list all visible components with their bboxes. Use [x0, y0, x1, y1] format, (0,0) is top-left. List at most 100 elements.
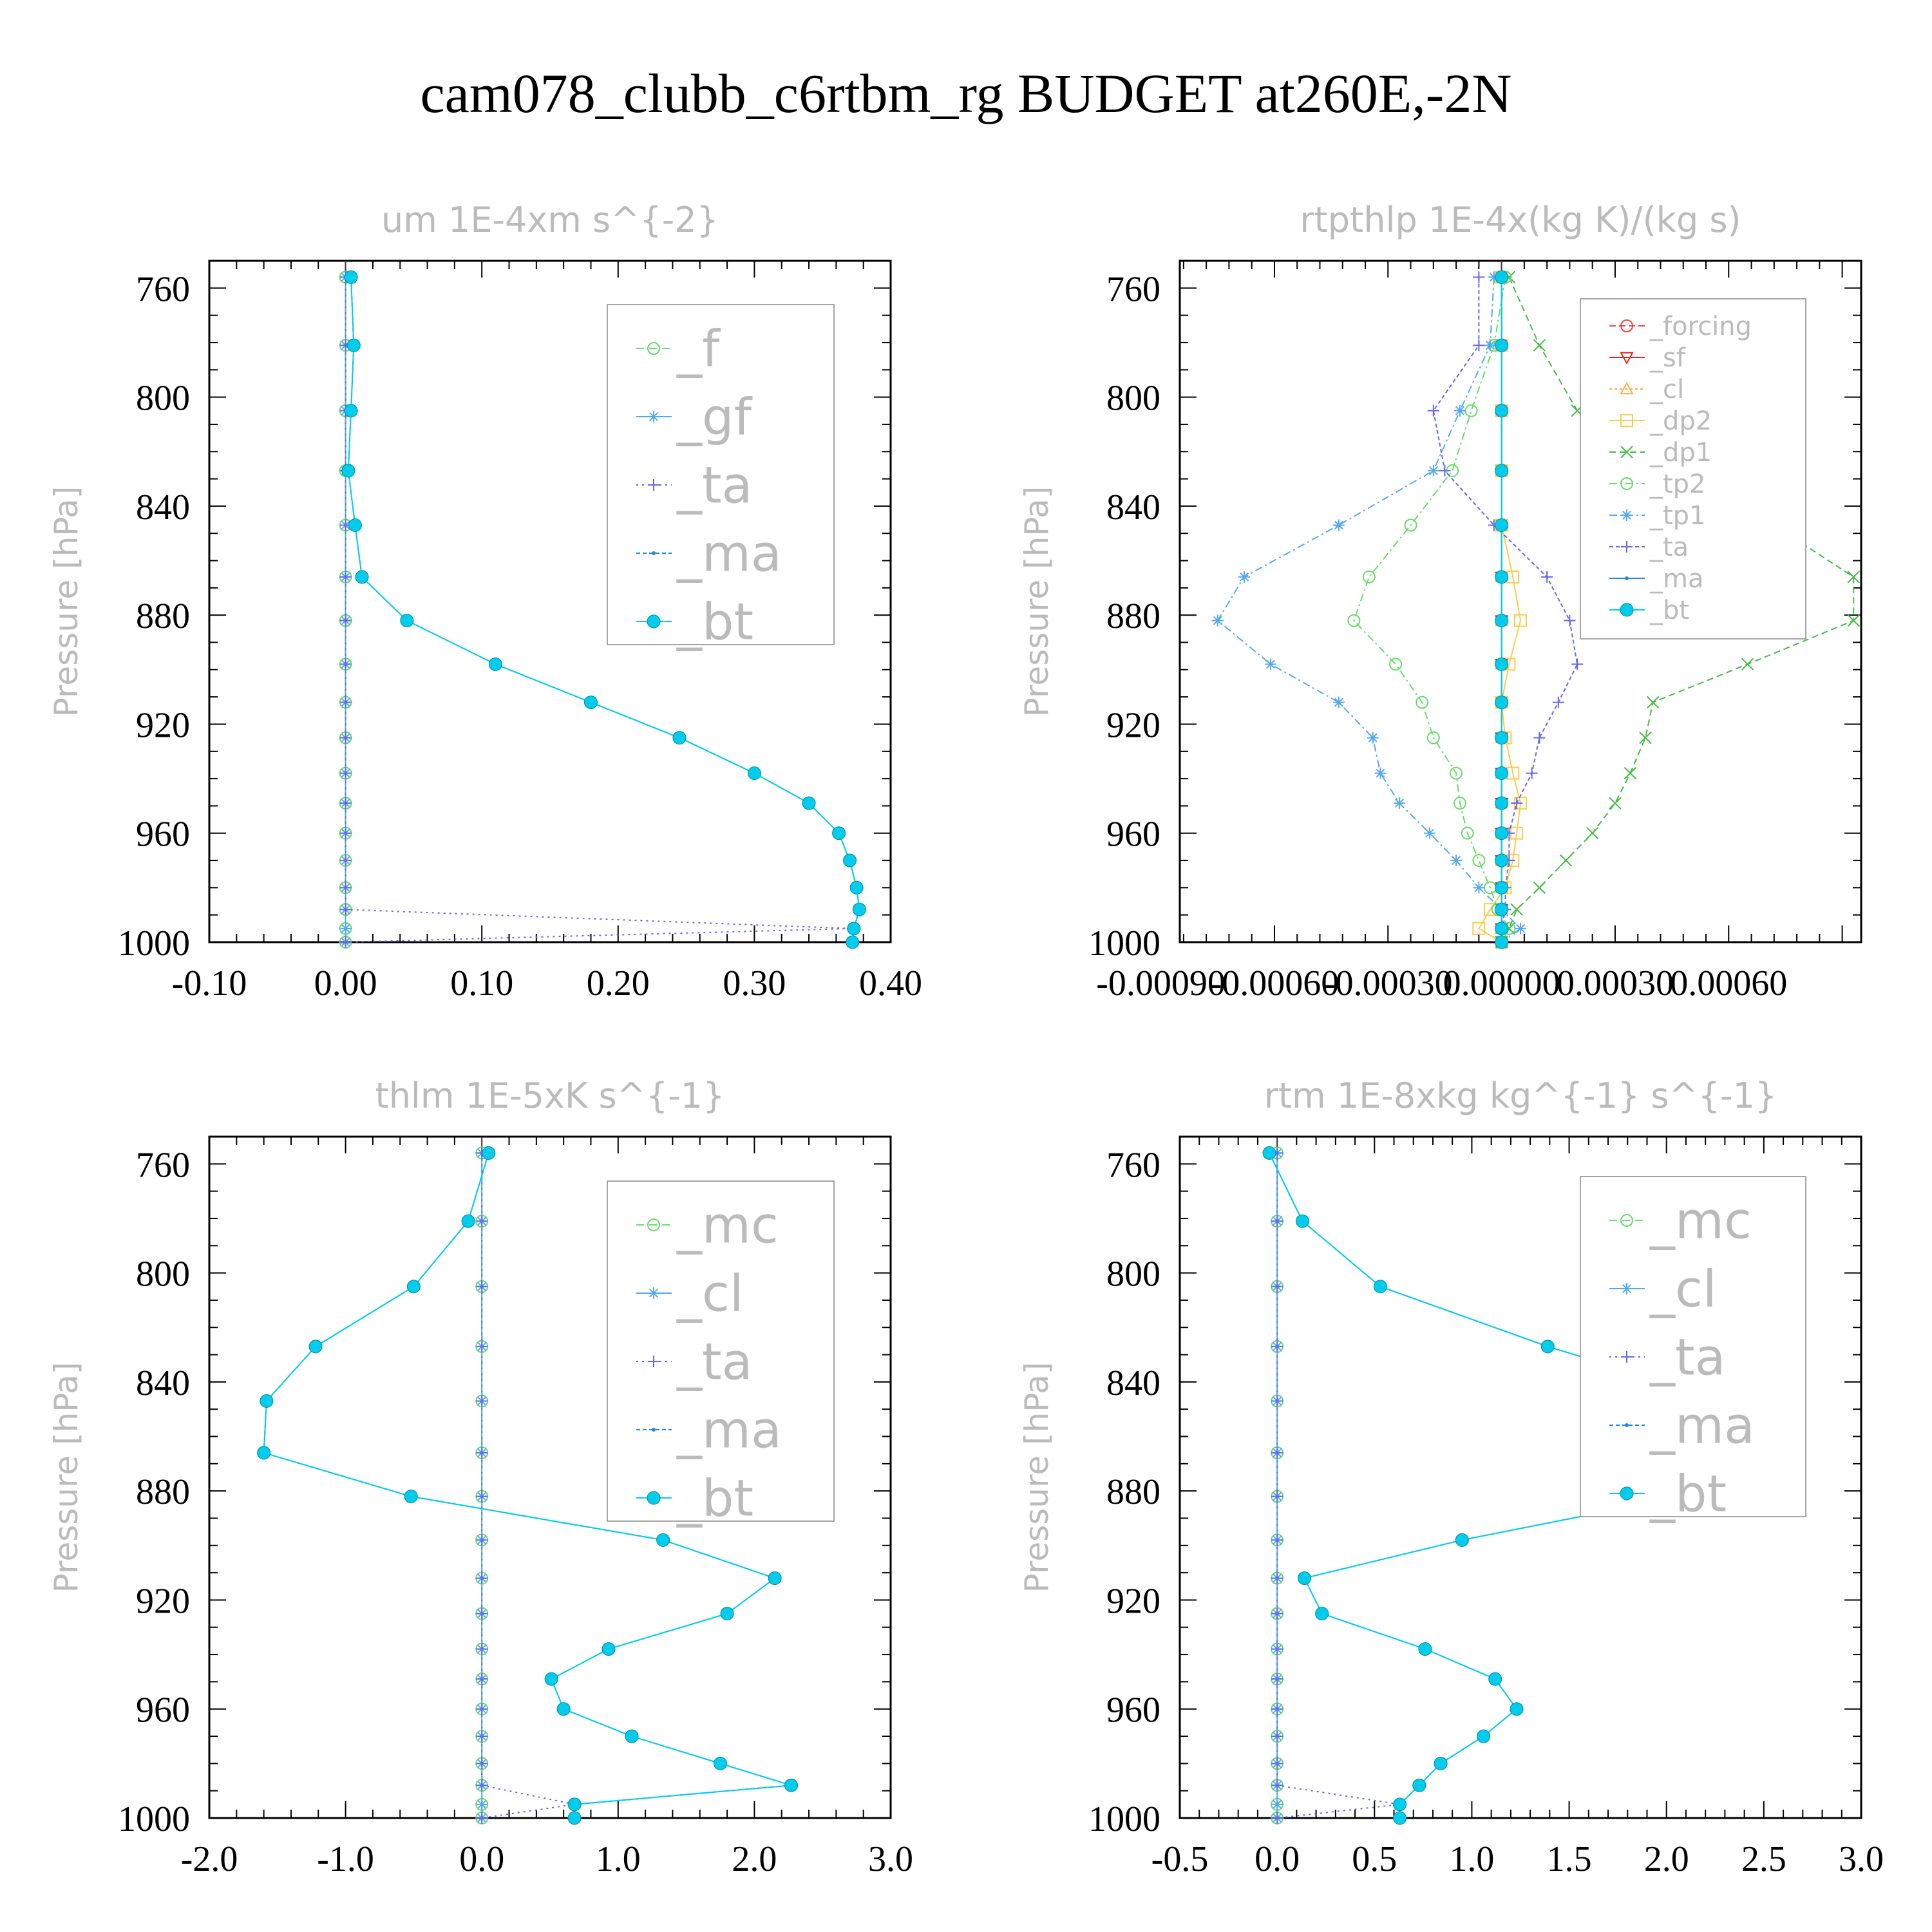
legend-entry: _bt	[1609, 596, 1689, 625]
series-bt	[1495, 270, 1509, 949]
plus-marker	[1473, 271, 1485, 283]
plus-marker	[1271, 1812, 1283, 1824]
cross-marker	[1741, 658, 1754, 671]
plus-marker	[1552, 696, 1564, 708]
x-tick-label: 3.0	[868, 1839, 913, 1879]
series-bt	[257, 1146, 799, 1825]
x-tick-label: 0.00	[314, 963, 377, 1003]
legend-entry: _ma	[636, 525, 782, 583]
x-tick-label: 1.0	[1449, 1839, 1494, 1879]
circle-marker	[1426, 731, 1440, 744]
legend-label: _dp1	[1649, 438, 1712, 468]
series-ta	[476, 1147, 581, 1824]
y-tick-label: 760	[1106, 269, 1160, 309]
legend-entry: _bt	[636, 1470, 753, 1528]
legend-label: _bt	[1649, 596, 1689, 625]
plus-marker	[1271, 1446, 1283, 1459]
star-marker	[1515, 922, 1526, 934]
legend-entry: _mc	[1609, 1192, 1752, 1250]
plus-marker	[339, 904, 352, 916]
legend-entry: _sf	[1609, 343, 1686, 373]
filled-marker	[260, 1394, 274, 1408]
legend-entry: _ta	[1609, 533, 1689, 562]
circle-marker	[1404, 518, 1417, 532]
series-ta	[1271, 1147, 1406, 1824]
legend-label: _mc	[676, 1197, 779, 1255]
cross-marker	[1533, 881, 1546, 895]
legend-label: _mc	[1649, 1192, 1752, 1250]
plus-marker	[1621, 541, 1633, 553]
y-tick-label: 920	[1106, 705, 1160, 745]
legend-label: _ta	[676, 1333, 752, 1391]
circle-marker	[1472, 854, 1486, 867]
x-tick-label: 0.0	[459, 1839, 504, 1879]
plus-marker	[476, 1534, 488, 1546]
filled-marker	[1412, 1778, 1426, 1792]
star-marker	[1621, 1283, 1633, 1294]
panel-title: um 1E-4xm s^{-2}	[381, 200, 719, 240]
plus-marker	[476, 1643, 488, 1655]
plus-marker	[339, 855, 352, 867]
x-tick-label: 1.0	[596, 1839, 641, 1879]
y-tick-label: 800	[1106, 379, 1160, 419]
legend-entry: _tp2	[1609, 469, 1706, 499]
filled-marker	[1455, 1533, 1469, 1547]
y-tick-label: 880	[136, 1472, 190, 1512]
filled-marker	[802, 796, 816, 810]
filled-marker	[308, 1340, 323, 1354]
star-marker	[1450, 855, 1463, 867]
filled-marker	[720, 1607, 734, 1621]
plus-marker	[339, 614, 352, 627]
legend-label: _ma	[676, 525, 782, 583]
filled-marker	[1295, 1214, 1309, 1228]
legend-entry: _bt	[636, 593, 753, 651]
y-tick-label: 920	[136, 705, 190, 745]
filled-marker	[1495, 657, 1509, 671]
plus-marker	[1541, 571, 1553, 583]
filled-marker	[849, 880, 864, 895]
chart-panel-3: 760 800 840 880 920 960 1000-2.0 -1.0 0.0 1.0 2.0 3…	[48, 1075, 913, 1879]
x-tick-label: 0.30	[723, 963, 786, 1003]
square-marker	[1620, 414, 1633, 427]
filled-marker	[1495, 766, 1509, 781]
filled-marker	[1262, 1146, 1276, 1160]
plus-marker	[1271, 1607, 1283, 1620]
legend-label: _f	[676, 320, 721, 378]
y-tick-label: 840	[136, 1363, 190, 1403]
square-marker	[1472, 922, 1486, 935]
filled-marker	[1540, 1340, 1555, 1354]
legend: _forcing_sf_cl_dp2_dp1_tp2_tp1_ta_ma_bt	[1580, 298, 1806, 639]
plus-marker	[1511, 797, 1523, 810]
series-line	[1353, 277, 1510, 943]
x-tick-label: 0.00060	[1670, 963, 1787, 1003]
filled-marker	[747, 766, 761, 781]
filled-marker	[1315, 1607, 1329, 1621]
star-marker	[339, 922, 352, 934]
x-tick-label: -1.0	[317, 1839, 374, 1879]
plus-marker	[1271, 1643, 1283, 1655]
star-marker	[1427, 464, 1439, 477]
legend-label: _tp2	[1649, 469, 1706, 499]
plus-marker	[476, 1812, 488, 1824]
filled-marker	[1434, 1756, 1448, 1770]
plus-marker	[476, 1703, 488, 1715]
plus-marker	[1564, 614, 1576, 627]
legend-entry: _cl	[1609, 375, 1684, 404]
filled-marker	[556, 1702, 571, 1716]
circle-marker	[1347, 614, 1361, 627]
plus-marker	[648, 1356, 659, 1367]
filled-marker	[1495, 853, 1509, 867]
plus-marker	[476, 1757, 488, 1770]
x-tick-label: 3.0	[1839, 1839, 1884, 1879]
filled-marker	[1418, 1642, 1432, 1656]
y-tick-label: 840	[136, 488, 190, 527]
plus-marker	[1271, 1757, 1283, 1770]
circle-marker	[1389, 658, 1403, 671]
circle-marker	[647, 342, 660, 355]
filled-marker	[400, 614, 414, 628]
filled-marker	[647, 614, 661, 629]
y-tick-label: 880	[136, 596, 190, 636]
filled-marker	[1495, 464, 1509, 478]
plus-marker	[339, 732, 352, 744]
filled-marker	[656, 1533, 670, 1547]
